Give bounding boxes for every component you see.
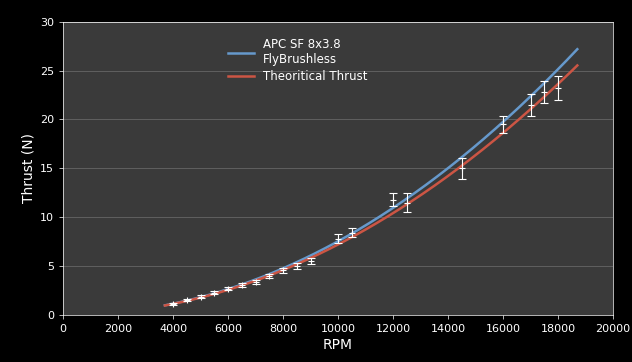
Theoritical Thrust: [499, 131, 507, 135]
Theoritical Thrust: [564, 73, 571, 77]
X-axis label: RPM: RPM: [323, 338, 353, 352]
APC SF 8x3.8
FlyBrushless: [564, 58, 571, 62]
Theoritical Thrust: [360, 229, 367, 233]
Theoritical Thrust: [161, 303, 169, 308]
APC SF 8x3.8
FlyBrushless: [499, 120, 507, 124]
Line: Theoritical Thrust: Theoritical Thrust: [165, 66, 577, 306]
Legend: APC SF 8x3.8
FlyBrushless, Theoritical Thrust: APC SF 8x3.8 FlyBrushless, Theoritical T…: [223, 34, 372, 88]
APC SF 8x3.8
FlyBrushless: [573, 47, 581, 51]
APC SF 8x3.8
FlyBrushless: [357, 226, 365, 231]
APC SF 8x3.8
FlyBrushless: [384, 209, 392, 213]
Theoritical Thrust: [406, 200, 414, 204]
APC SF 8x3.8
FlyBrushless: [360, 224, 367, 229]
Theoritical Thrust: [384, 214, 392, 218]
APC SF 8x3.8
FlyBrushless: [406, 194, 414, 198]
Line: APC SF 8x3.8
FlyBrushless: APC SF 8x3.8 FlyBrushless: [165, 49, 577, 305]
Y-axis label: Thrust (N): Thrust (N): [22, 133, 36, 203]
Theoritical Thrust: [573, 63, 581, 68]
Theoritical Thrust: [357, 230, 365, 235]
APC SF 8x3.8
FlyBrushless: [161, 303, 169, 307]
